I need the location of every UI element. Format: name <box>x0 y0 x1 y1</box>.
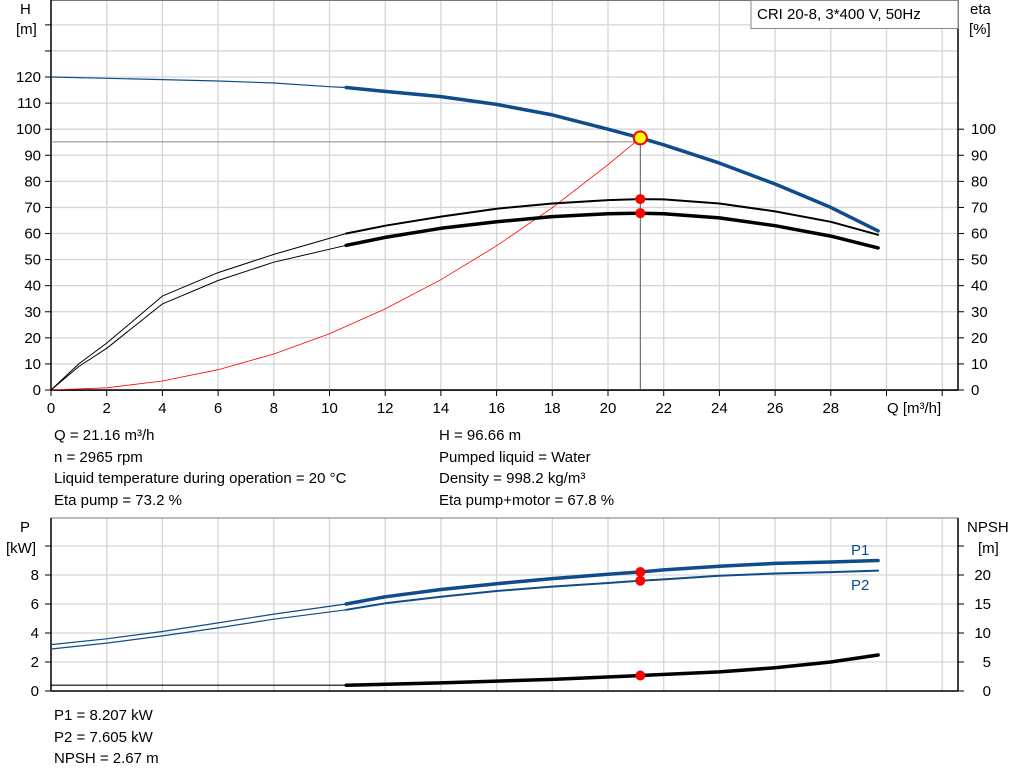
info-density: Density = 998.2 kg/m³ <box>439 470 586 487</box>
info-speed: n = 2965 rpm <box>54 448 143 466</box>
p-axis-label-name: P <box>20 519 30 536</box>
y2-axis-label-name: eta <box>970 1 992 18</box>
y-tick-label: 20 <box>24 330 41 347</box>
p-tick-label: 4 <box>31 625 39 642</box>
npsh-tick-label: 15 <box>974 596 991 613</box>
p2-curve-extrapolated <box>50 609 347 650</box>
title-box <box>750 0 959 29</box>
p-tick-label: 0 <box>31 683 39 700</box>
info-head: H = 96.66 m <box>439 427 522 444</box>
p-tick-label: 2 <box>31 654 39 671</box>
y2-tick-label: 10 <box>971 356 988 373</box>
y-tick-label: 70 <box>24 199 41 216</box>
info-eta-pump: Eta pump = 73.2 % <box>54 491 182 509</box>
npsh-tick-label: 5 <box>983 654 991 671</box>
info-npsh: NPSH = 2.67 m <box>54 750 159 767</box>
eta-pump-motor-curve <box>344 211 880 250</box>
y-tick-label: 90 <box>24 147 41 164</box>
npsh-tick-label: 20 <box>974 567 991 584</box>
y-tick-label: 30 <box>24 304 41 321</box>
y-tick-label: 0 <box>33 382 41 399</box>
y-tick-label: 110 <box>17 95 41 112</box>
eta-pump-marker <box>635 194 646 205</box>
x-tick-label: 22 <box>655 400 672 417</box>
npsh-axis-label-unit: [m] <box>978 540 999 557</box>
x-tick-label: 16 <box>488 400 505 417</box>
x-tick-label: 20 <box>600 400 617 417</box>
y2-tick-label: 90 <box>971 147 988 164</box>
npsh-axis-label-name: NPSH <box>967 519 1009 536</box>
y2-axis-label-unit: [%] <box>969 21 991 38</box>
plot-frame-top <box>50 0 959 391</box>
chart-title: CRI 20-8, 3*400 V, 50Hz <box>757 6 921 23</box>
x-tick-label: 24 <box>711 400 728 417</box>
p1-curve <box>344 558 880 606</box>
p2-marker <box>635 575 646 586</box>
y2-tick-label: 100 <box>971 121 996 138</box>
x-tick-label: 18 <box>544 400 561 417</box>
info-p1: P1 = 8.207 kW <box>54 707 153 724</box>
y-tick-label: 120 <box>16 69 41 86</box>
x-tick-label: 6 <box>214 400 222 417</box>
npsh-tick-label: 0 <box>983 683 991 700</box>
y-tick-label: 60 <box>24 226 41 243</box>
x-tick-label: 0 <box>47 400 55 417</box>
y2-tick-label: 20 <box>971 330 988 347</box>
p-tick-label: 8 <box>31 567 39 584</box>
p-axis-label-unit: [kW] <box>6 540 36 557</box>
p1-marker <box>635 566 646 577</box>
y-tick-label: 40 <box>24 278 41 295</box>
x-tick-label: 4 <box>158 400 166 417</box>
npsh-curve <box>344 653 880 687</box>
y-axis-label-unit: [m] <box>16 21 37 38</box>
eta-pump-motor-marker <box>635 208 646 219</box>
x-tick-label: 14 <box>433 400 450 417</box>
eta-pump-curve-extrapolated <box>50 233 347 391</box>
y-tick-label: 100 <box>16 121 41 138</box>
y2-tick-label: 80 <box>971 173 988 190</box>
info-liquid: Pumped liquid = Water <box>439 448 591 466</box>
p-tick-label: 6 <box>31 596 39 613</box>
y2-tick-label: 50 <box>971 252 988 269</box>
eta-pump-motor-curve-extrapolated <box>50 244 347 391</box>
y2-tick-label: 60 <box>971 226 988 243</box>
head-curve-extrapolated <box>50 76 347 89</box>
y-tick-label: 50 <box>24 252 41 269</box>
y2-tick-label: 40 <box>971 278 988 295</box>
x-axis-label: Q [m³/h] <box>887 400 941 417</box>
y2-tick-label: 30 <box>971 304 988 321</box>
p1-label: P1 <box>851 542 869 559</box>
p2-curve <box>345 569 880 611</box>
duty-point-marker <box>632 130 648 146</box>
p1-curve-extrapolated <box>50 603 347 646</box>
info-flow: Q = 21.16 m³/h <box>54 427 155 444</box>
y2-tick-label: 0 <box>971 382 979 399</box>
info-top-left: Q = 21.16 m³/h n = 2965 rpm Liquid tempe… <box>54 425 346 511</box>
head-curve <box>344 85 880 233</box>
x-tick-label: 12 <box>377 400 394 417</box>
info-eta-pump-motor: Eta pump+motor = 67.8 % <box>439 491 615 509</box>
x-tick-label: 8 <box>270 400 278 417</box>
y-axis-label-name: H <box>20 1 31 18</box>
npsh-marker <box>635 670 646 681</box>
x-tick-label: 28 <box>822 400 839 417</box>
y2-tick-label: 70 <box>971 199 988 216</box>
system-curve <box>50 137 641 391</box>
x-tick-label: 10 <box>321 400 338 417</box>
info-p2: P2 = 7.605 kW <box>54 728 153 746</box>
eta-pump-curve <box>345 198 880 236</box>
npsh-tick-label: 10 <box>974 625 991 642</box>
x-tick-label: 2 <box>103 400 111 417</box>
info-top-right: H = 96.66 m Pumped liquid = Water Densit… <box>439 425 614 511</box>
y-tick-label: 80 <box>24 173 41 190</box>
p2-label: P2 <box>851 577 869 594</box>
info-temperature: Liquid temperature during operation = 20… <box>54 470 347 487</box>
x-tick-label: 26 <box>767 400 784 417</box>
y-tick-label: 10 <box>24 356 41 373</box>
info-bottom: P1 = 8.207 kW P2 = 7.605 kW NPSH = 2.67 … <box>54 705 159 770</box>
